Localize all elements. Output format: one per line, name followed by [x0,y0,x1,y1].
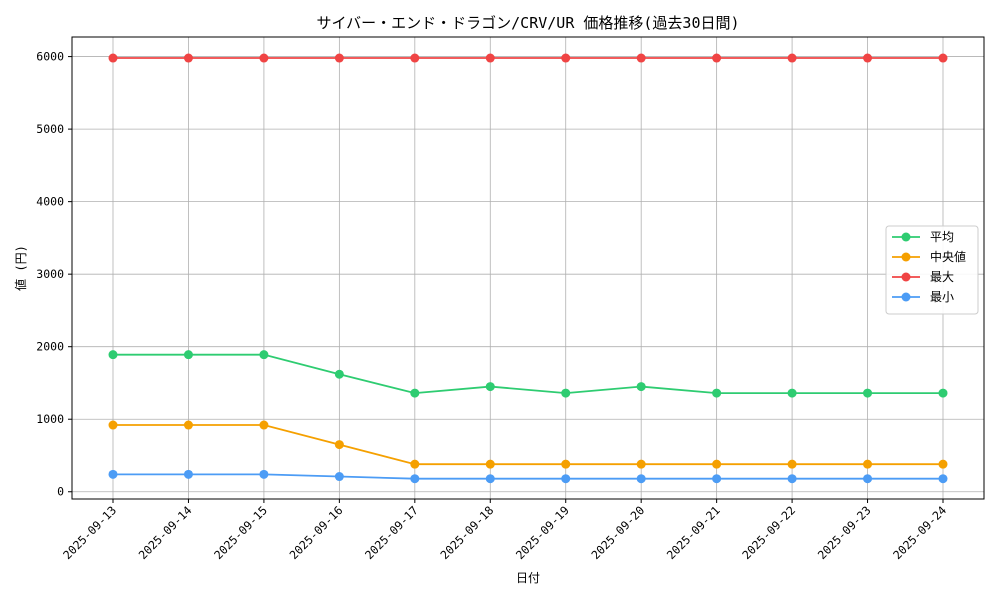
x-axis-label: 日付 [516,571,540,585]
data-point [108,469,118,479]
data-point [787,474,797,484]
data-point [485,53,495,63]
data-point [561,388,571,398]
grid [72,37,984,499]
data-point [183,350,193,360]
y-tick-label: 4000 [36,195,64,209]
data-point [183,53,193,63]
data-point [410,53,420,63]
data-point [636,382,646,392]
legend-marker [901,272,911,282]
legend-label: 平均 [930,230,954,244]
series-line [113,424,943,466]
y-axis-label: 値 (円) [13,245,28,291]
data-point [636,53,646,63]
data-point [938,53,948,63]
data-point [410,388,420,398]
data-point [712,53,722,63]
series-2 [108,53,948,63]
data-point [863,388,873,398]
series-layer [108,53,948,484]
y-tick-label: 1000 [36,412,64,426]
legend-item: 最小 [892,290,954,304]
legend-marker [901,232,911,242]
data-point [863,459,873,469]
data-point [410,459,420,469]
data-point [259,53,269,63]
data-point [259,420,269,430]
y-tick-label: 2000 [36,340,64,354]
data-point [485,459,495,469]
data-point [636,474,646,484]
data-point [561,459,571,469]
data-point [259,350,269,360]
legend-label: 中央値 [930,249,966,264]
data-point [787,459,797,469]
data-point [561,53,571,63]
data-point [334,472,344,482]
chart-title: サイバー・エンド・ドラゴン/CRV/UR 価格推移(過去30日間) [316,14,739,32]
data-point [938,459,948,469]
data-point [334,369,344,379]
series-line [113,353,943,395]
data-point [108,420,118,430]
data-point [787,53,797,63]
data-point [334,53,344,63]
data-point [561,474,571,484]
y-tick-label: 3000 [36,267,64,281]
legend-marker [901,292,911,302]
y-tick-label: 5000 [36,122,64,136]
data-point [334,440,344,450]
data-point [787,388,797,398]
y-tick-label: 0 [57,485,64,499]
series-line [113,473,943,480]
y-tick-label: 6000 [36,50,64,64]
data-point [938,388,948,398]
data-point [410,474,420,484]
legend-marker [901,252,911,262]
data-point [938,474,948,484]
data-point [183,469,193,479]
data-point [259,469,269,479]
legend-box [885,225,979,315]
data-point [712,459,722,469]
data-point [183,420,193,430]
data-point [863,474,873,484]
legend-item: 平均 [892,230,954,244]
legend-label: 最大 [930,270,954,284]
data-point [712,388,722,398]
legend-item: 最大 [892,270,954,284]
data-point [636,459,646,469]
plot-frame [71,36,985,500]
data-point [712,474,722,484]
data-point [108,53,118,63]
series-3 [108,469,948,484]
legend-item: 中央値 [892,249,966,264]
series-0 [108,350,948,398]
data-point [863,53,873,63]
data-point [108,350,118,360]
data-point [485,474,495,484]
y-axis-ticks: 0 1000 2000 3000 4000 5000 6000 [36,50,72,499]
series-1 [108,420,948,469]
legend-label: 最小 [930,290,954,304]
data-point [485,382,495,392]
